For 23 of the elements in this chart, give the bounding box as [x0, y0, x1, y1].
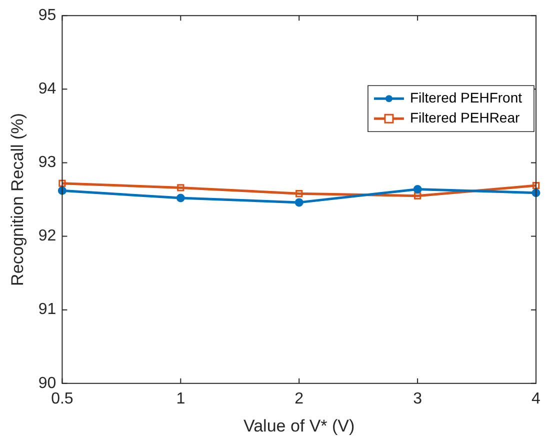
legend-label: Filtered PEHRear — [410, 109, 520, 126]
x-axis-title: Value of V* (V) — [244, 416, 355, 436]
x-tick-label: 4 — [532, 390, 541, 408]
y-tick-label: 92 — [38, 228, 56, 245]
y-tick-label: 94 — [38, 80, 56, 98]
y-tick-label: 90 — [38, 374, 56, 392]
y-tick-label: 93 — [38, 154, 56, 172]
point — [58, 180, 66, 187]
point — [177, 184, 184, 192]
y-tick-label: 91 — [38, 301, 56, 318]
x-tick-label: 3 — [413, 390, 422, 408]
point — [296, 190, 303, 198]
point — [532, 182, 540, 190]
point — [176, 194, 185, 202]
point — [414, 192, 422, 200]
y-axis-title: Recognition Recall (%) — [8, 113, 27, 286]
x-tick-label: 0.5 — [51, 390, 74, 408]
point — [413, 184, 422, 194]
y-tick-label: 95 — [38, 7, 56, 24]
legend-label: Filtered PEHFront — [410, 89, 522, 106]
x-tick-label: 2 — [294, 390, 304, 408]
x-tick-label: 1 — [176, 390, 186, 408]
point — [294, 198, 304, 207]
